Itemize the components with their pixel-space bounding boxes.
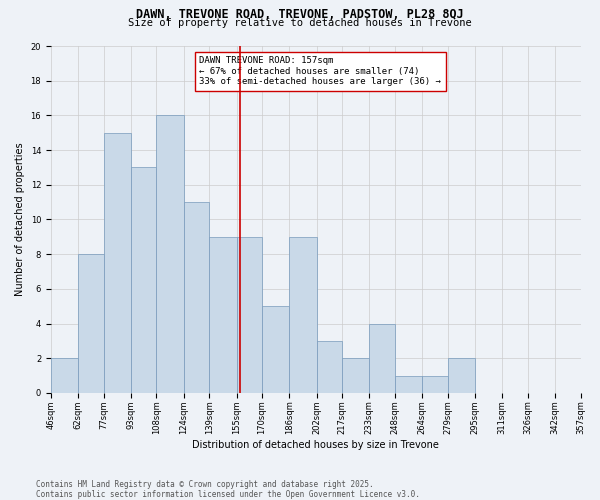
Bar: [342, 358, 370, 393]
Bar: [104, 132, 131, 393]
Bar: [395, 376, 422, 393]
Bar: [236, 237, 262, 393]
Bar: [262, 306, 289, 393]
Text: Size of property relative to detached houses in Trevone: Size of property relative to detached ho…: [128, 18, 472, 28]
Bar: [448, 358, 475, 393]
Bar: [131, 168, 157, 393]
Bar: [209, 237, 236, 393]
Text: DAWN, TREVONE ROAD, TREVONE, PADSTOW, PL28 8QJ: DAWN, TREVONE ROAD, TREVONE, PADSTOW, PL…: [136, 8, 464, 20]
X-axis label: Distribution of detached houses by size in Trevone: Distribution of detached houses by size …: [192, 440, 439, 450]
Y-axis label: Number of detached properties: Number of detached properties: [15, 142, 25, 296]
Bar: [422, 376, 448, 393]
Bar: [289, 237, 317, 393]
Bar: [78, 254, 104, 393]
Text: Contains HM Land Registry data © Crown copyright and database right 2025.
Contai: Contains HM Land Registry data © Crown c…: [36, 480, 420, 499]
Bar: [317, 341, 342, 393]
Bar: [370, 324, 395, 393]
Bar: [157, 116, 184, 393]
Bar: [184, 202, 209, 393]
Text: DAWN TREVONE ROAD: 157sqm
← 67% of detached houses are smaller (74)
33% of semi-: DAWN TREVONE ROAD: 157sqm ← 67% of detac…: [199, 56, 441, 86]
Bar: [51, 358, 78, 393]
